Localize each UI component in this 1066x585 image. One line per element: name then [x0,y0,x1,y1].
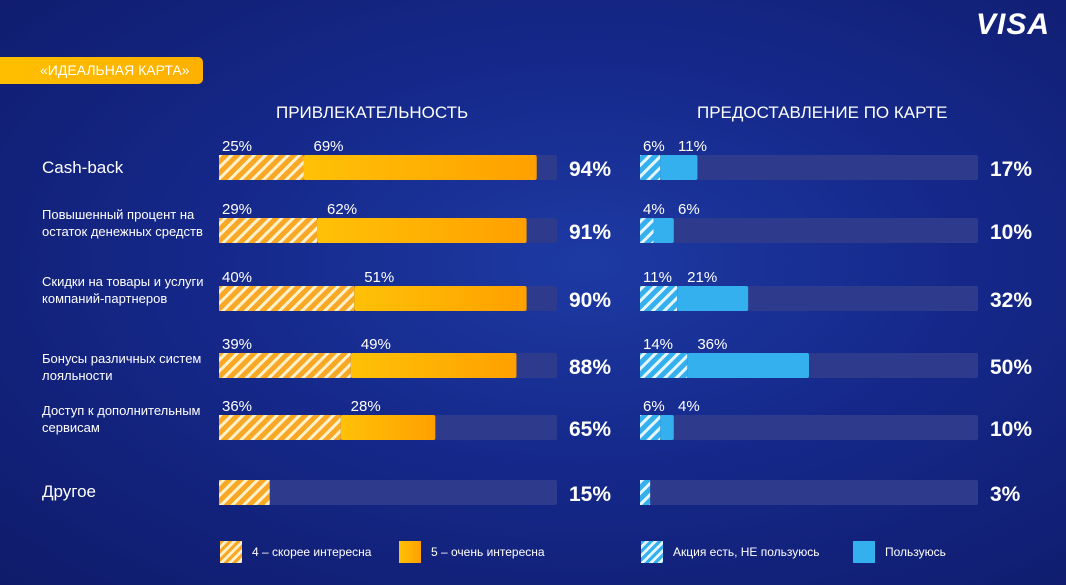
availability-label-second-3: 36% [697,336,727,353]
attractiveness-total-1: 91% [569,221,611,244]
availability-label-first-3: 14% [643,336,673,353]
availability-track-1 [640,218,978,243]
availability-label-first-2: 11% [643,269,672,286]
attractiveness-total-4: 65% [569,418,611,441]
availability-bar-hatched-3 [640,353,688,378]
availability-label-first-1: 4% [643,201,665,218]
attractiveness-label-second-3: 49% [361,336,391,353]
legend-swatch-hatched-blue [641,541,663,563]
availability-bar-hatched-0 [640,155,661,180]
availability-total-3: 50% [990,356,1032,379]
legend-label: Акция есть, НЕ пользуюсь [673,545,820,559]
legend-item-not-using: Акция есть, НЕ пользуюсь [641,541,820,563]
availability-bar-solid-1 [653,218,674,243]
availability-label-second-4: 4% [678,398,700,415]
legend-label: 5 – очень интересна [431,545,545,559]
attractiveness-bar-solid-0 [303,155,537,180]
availability-label-second-2: 21% [687,269,717,286]
attractiveness-label-second-1: 62% [327,201,357,218]
attractiveness-total-3: 88% [569,356,611,379]
attractiveness-label-second-2: 51% [364,269,394,286]
availability-bar-hatched-2 [640,286,678,311]
availability-total-1: 10% [990,221,1032,244]
right-chart-title: ПРЕДОСТАВЛЕНИЕ ПО КАРТЕ [697,103,948,122]
attractiveness-label-first-0: 25% [222,138,252,155]
attractiveness-label-first-1: 29% [222,201,252,218]
availability-bar-hatched-5 [640,480,651,505]
attractiveness-bar-solid-3 [350,353,517,378]
category-label-bonuses: Бонусы различных систем лояльности [42,351,202,383]
legend-item-somewhat-interested: 4 – скорее интересна [220,541,371,563]
category-label-interest: Повышенный процент на остаток денежных с… [42,207,203,239]
legend-item-very-interested: 5 – очень интересна [399,541,545,563]
visa-logo: VISA [976,8,1051,41]
availability-total-0: 17% [990,158,1032,181]
attractiveness-bar-hatched-3 [219,353,351,378]
section-badge: «ИДЕАЛЬНАЯ КАРТА» [0,57,203,84]
availability-label-first-0: 6% [643,138,665,155]
legend-label: Пользуюсь [885,545,946,559]
attractiveness-bar-hatched-4 [219,415,341,440]
legend-swatch-solid-orange [399,541,421,563]
attractiveness-track-5 [219,480,557,505]
legend-label: 4 – скорее интересна [252,545,372,559]
attractiveness-bar-solid-1 [317,218,527,243]
attractiveness-label-first-4: 36% [222,398,252,415]
attractiveness-total-5: 15% [569,483,611,506]
availability-label-second-0: 11% [678,138,707,155]
category-label-services: Доступ к дополнительным сервисам [42,403,201,435]
legend-swatch-hatched-orange [220,541,242,563]
attractiveness-bar-hatched-1 [219,218,318,243]
attractiveness-total-2: 90% [569,289,611,312]
attractiveness-total-0: 94% [569,158,611,181]
availability-track-5 [640,480,978,505]
category-label-cashback: Cash-back [42,158,124,177]
legend-swatch-solid-blue [853,541,875,563]
category-label-other: Другое [42,482,97,501]
availability-label-first-4: 6% [643,398,665,415]
attractiveness-bar-hatched-5 [219,480,270,505]
legend-item-using: Пользуюсь [853,541,946,563]
availability-track-0 [640,155,978,180]
availability-bar-solid-2 [677,286,749,311]
attractiveness-bar-hatched-2 [219,286,355,311]
attractiveness-label-second-4: 28% [351,398,381,415]
availability-bar-solid-3 [687,353,809,378]
category-label-discounts: Скидки на товары и услуги компаний-партн… [42,274,204,306]
availability-total-5: 3% [990,483,1021,506]
attractiveness-bar-hatched-0 [219,155,304,180]
availability-total-4: 10% [990,418,1032,441]
availability-bar-solid-4 [660,415,674,440]
availability-bar-hatched-1 [640,218,654,243]
availability-label-second-1: 6% [678,201,700,218]
attractiveness-bar-solid-2 [354,286,527,311]
left-chart-title: ПРИВЛЕКАТЕЛЬНОСТЬ [276,103,469,122]
availability-bar-hatched-4 [640,415,661,440]
availability-total-2: 32% [990,289,1032,312]
attractiveness-label-first-3: 39% [222,336,252,353]
availability-bar-solid-0 [660,155,698,180]
attractiveness-bar-solid-4 [340,415,436,440]
attractiveness-label-first-2: 40% [222,269,252,286]
attractiveness-label-second-0: 69% [314,138,344,155]
availability-track-4 [640,415,978,440]
